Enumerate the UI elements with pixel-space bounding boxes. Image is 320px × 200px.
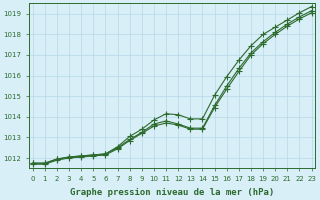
X-axis label: Graphe pression niveau de la mer (hPa): Graphe pression niveau de la mer (hPa) (70, 188, 274, 197)
